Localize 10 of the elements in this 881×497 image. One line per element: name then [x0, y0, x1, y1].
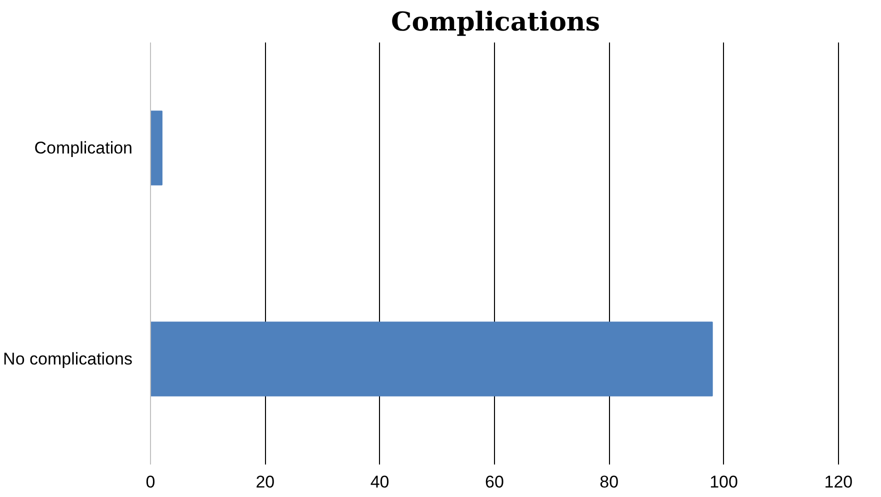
- x-tick-label: 20: [256, 472, 275, 492]
- x-tick-label: 0: [146, 472, 156, 492]
- chart-title: Complications: [391, 8, 600, 38]
- x-tick-label: 40: [370, 472, 390, 492]
- x-tick-label: 100: [710, 472, 738, 492]
- x-tick-label: 60: [485, 472, 504, 492]
- x-tick-label: 120: [824, 472, 853, 492]
- y-tick-label: Complication: [34, 138, 132, 158]
- x-tick-label: 80: [600, 472, 619, 492]
- y-tick-label: No complications: [3, 350, 133, 368]
